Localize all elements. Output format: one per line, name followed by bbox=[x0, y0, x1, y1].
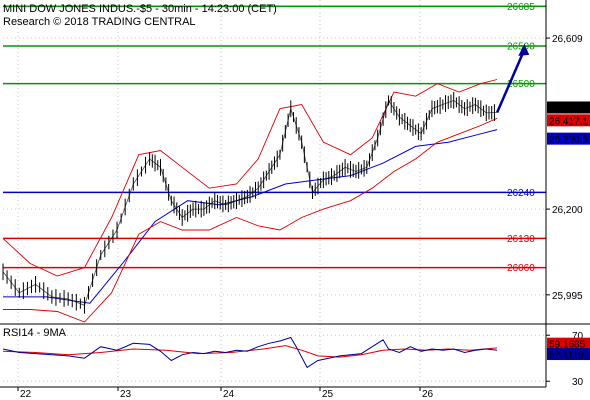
level-label-26130: 26130 bbox=[507, 234, 535, 245]
rsi-value-tag-rsi_line: 57.1116 bbox=[547, 348, 590, 361]
rsi-value-tag-label: 59.1685 bbox=[549, 340, 586, 351]
y-tick-label: 26,200 bbox=[552, 205, 583, 216]
forecast-arrow-head bbox=[518, 43, 530, 56]
current-price-tag-ma: 26,390.6 bbox=[547, 132, 590, 146]
bollinger-upper-band bbox=[2, 79, 498, 277]
rsi-ma-line bbox=[2, 345, 498, 358]
current-price-tag-label: 26,390.6 bbox=[549, 135, 588, 146]
price-line bbox=[2, 99, 498, 306]
level-label-26590: 26590 bbox=[507, 42, 535, 53]
rsi-y-tick-label: 70 bbox=[572, 331, 584, 342]
x-tick-label: 25 bbox=[322, 389, 334, 400]
current-price-tag-label: 26,417.1 bbox=[549, 116, 588, 127]
rsi-value-tag-bg bbox=[547, 348, 590, 361]
current-price-tag-bg bbox=[547, 132, 590, 145]
current-price-tag-price: 26,431 bbox=[547, 101, 590, 114]
x-tick-label: 23 bbox=[120, 389, 132, 400]
rsi-line bbox=[2, 336, 498, 369]
rsi-y-tick-label: 30 bbox=[572, 377, 584, 388]
level-label-26685: 26685 bbox=[507, 2, 535, 13]
level-label-26500: 26500 bbox=[507, 79, 535, 90]
chart-title: MINI DOW JONES INDUS.-$5 - 30min - 14:23… bbox=[3, 3, 277, 15]
level-label-26240: 26240 bbox=[507, 188, 535, 199]
grid-layer bbox=[3, 0, 546, 387]
current-price-tag-bg bbox=[547, 114, 590, 127]
forecast-arrow-shaft bbox=[495, 49, 526, 113]
chart-credit: Research © 2018 TRADING CENTRAL bbox=[3, 16, 196, 28]
rsi-title: RSI14 - 9MA bbox=[3, 327, 67, 339]
x-tick-label: 22 bbox=[20, 389, 32, 400]
current-price-tag-bollinger: 26,417.1 bbox=[547, 114, 590, 127]
rsi-value-tag-label: 57.1116 bbox=[549, 350, 584, 361]
rsi-value-tag-rsi_ma: 59.1685 bbox=[547, 337, 590, 351]
current-price-tag-bg bbox=[547, 101, 590, 114]
series-layer bbox=[2, 43, 530, 323]
rsi-value-tag-bg bbox=[547, 337, 590, 350]
level-lines: 26685 26590 26500 26240 26130 26060 bbox=[3, 2, 546, 274]
rsi-panel bbox=[2, 336, 498, 369]
x-tick-label: 24 bbox=[223, 389, 235, 400]
bollinger-lower-band bbox=[3, 117, 498, 323]
x-tick-label: 26 bbox=[422, 389, 434, 400]
current-price-tag-label: 26,431 bbox=[549, 103, 580, 114]
moving-average-line bbox=[3, 129, 498, 304]
y-tick-label: 26,609 bbox=[552, 34, 583, 45]
level-label-26060: 26060 bbox=[507, 263, 535, 274]
y-tick-label: 25,995 bbox=[552, 291, 583, 302]
